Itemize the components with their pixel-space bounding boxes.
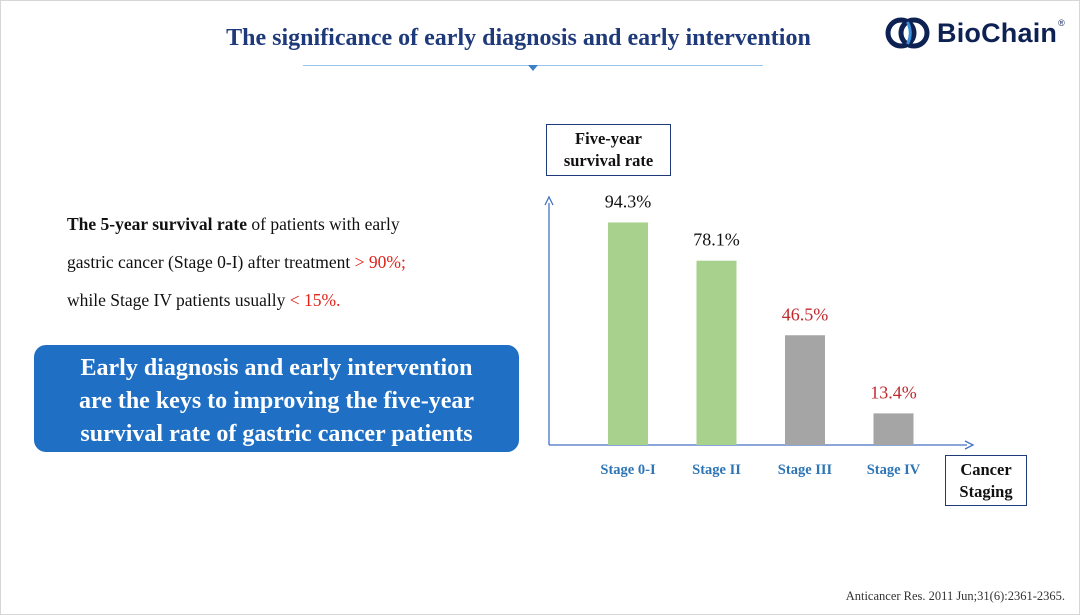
description-bold-lead: The 5-year survival rate [67, 214, 247, 234]
callout-line-3: survival rate of gastric cancer patients [80, 421, 473, 447]
description-line-3: while Stage IV patients usually < 15%. [67, 281, 487, 319]
bar-4 [873, 413, 914, 445]
survival-description: The 5-year survival rate of patients wit… [67, 205, 487, 319]
description-line-3-text: while Stage IV patients usually [67, 290, 290, 310]
bar-value-label-3: 46.5% [782, 304, 829, 324]
title-caret-icon [528, 65, 538, 71]
description-highlight-15: < 15%. [289, 290, 341, 310]
bar-value-label-4: 13.4% [870, 382, 917, 402]
bar-3 [785, 335, 825, 445]
category-label-2: Stage II [692, 462, 741, 478]
bar-value-label-1: 94.3% [605, 191, 652, 211]
x-axis-label-box: Cancer Staging [945, 455, 1027, 506]
biochain-logo-icon [885, 17, 930, 49]
x-axis-arrow-icon [964, 440, 975, 450]
description-line-2-text: gastric cancer (Stage 0-I) after treatme… [67, 252, 355, 272]
logo-text: BioChain [937, 17, 1058, 48]
y-axis-arrow-icon [544, 195, 554, 206]
x-axis-label-line-2: Staging [959, 482, 1013, 501]
key-message-callout: Early diagnosis and early intervention a… [34, 345, 519, 452]
x-axis-label-line-1: Cancer [960, 460, 1012, 479]
bar-1 [608, 222, 648, 445]
description-line-1: The 5-year survival rate of patients wit… [67, 205, 487, 243]
y-axis-label-box: Five-year survival rate [546, 124, 671, 176]
category-label-4: Stage IV [867, 462, 921, 478]
category-label-3: Stage III [778, 462, 833, 478]
callout-line-1: Early diagnosis and early intervention [80, 355, 473, 381]
page-title: The significance of early diagnosis and … [226, 25, 811, 51]
description-line-2: gastric cancer (Stage 0-I) after treatme… [67, 243, 487, 281]
citation: Anticancer Res. 2011 Jun;31(6):2361-2365… [845, 589, 1065, 603]
y-axis-label-line-1: Five-year [575, 129, 642, 148]
registered-mark: ® [1058, 18, 1065, 28]
y-axis-label-line-2: survival rate [563, 151, 654, 170]
category-label-1: Stage 0-I [600, 462, 656, 478]
description-line-1-rest: of patients with early [247, 214, 400, 234]
callout-line-2: are the keys to improving the five-year [78, 388, 475, 414]
description-highlight-90: > 90%; [354, 252, 406, 272]
bar-value-label-2: 78.1% [693, 230, 740, 250]
biochain-logo: BioChain ® [885, 13, 1075, 53]
bar-2 [696, 260, 737, 445]
